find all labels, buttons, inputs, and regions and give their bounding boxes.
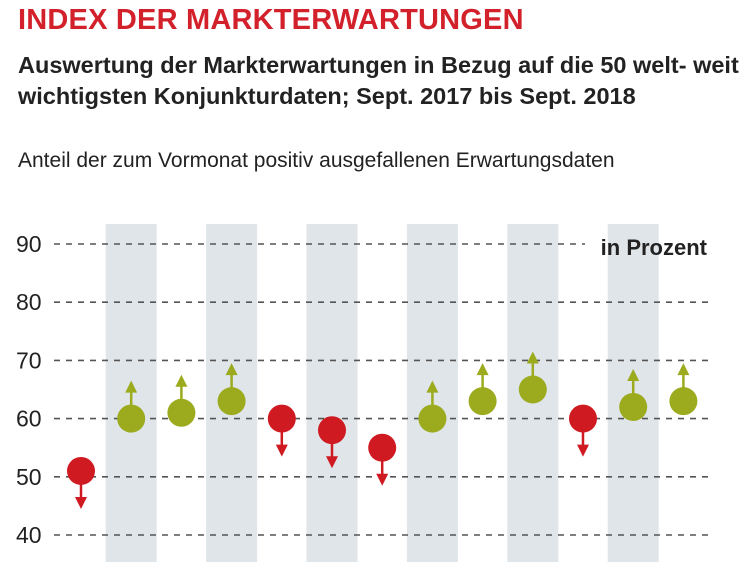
chart-title: INDEX DER MARKTERWARTUNGEN — [18, 4, 524, 36]
up-arrow-icon — [526, 351, 539, 364]
y-tick-label: 80 — [16, 289, 42, 315]
up-arrow-icon — [125, 380, 138, 393]
up-arrow-icon — [677, 363, 690, 376]
y-axis-ticks: 40 50 60 70 80 90 — [16, 231, 42, 548]
y-tick-label: 60 — [16, 406, 42, 432]
down-arrow-icon — [75, 496, 87, 509]
point-marker — [468, 387, 497, 416]
data-point — [217, 363, 246, 416]
unit-label: in Prozent — [601, 235, 708, 260]
up-arrow-icon — [476, 363, 489, 376]
point-marker — [569, 404, 597, 433]
y-tick-label: 70 — [16, 347, 42, 373]
down-arrow-icon — [326, 456, 338, 469]
point-marker — [217, 387, 246, 416]
up-arrow-icon — [426, 380, 439, 393]
point-marker — [518, 375, 547, 404]
point-marker — [167, 398, 196, 427]
y-tick-label: 50 — [16, 464, 42, 490]
column-bands — [105, 224, 659, 562]
data-point — [167, 374, 196, 427]
point-marker — [368, 433, 397, 462]
data-points — [67, 351, 698, 509]
data-point — [117, 380, 146, 433]
data-point — [418, 380, 447, 433]
data-point — [67, 456, 95, 509]
data-point — [267, 404, 296, 457]
down-arrow-icon — [577, 444, 589, 457]
data-point — [518, 351, 547, 404]
chart-subtitle: Auswertung der Markterwartungen in Bezug… — [18, 52, 739, 109]
data-point — [619, 368, 648, 421]
data-point — [669, 363, 698, 416]
point-marker — [619, 392, 648, 421]
data-point — [569, 404, 597, 457]
down-arrow-icon — [275, 444, 288, 457]
data-point — [368, 433, 397, 486]
up-arrow-icon — [175, 374, 188, 387]
point-marker — [669, 387, 698, 416]
point-marker — [267, 404, 296, 433]
down-arrow-icon — [376, 473, 389, 486]
column-band — [306, 224, 358, 562]
data-point — [318, 416, 346, 469]
point-marker — [418, 404, 447, 433]
point-marker — [318, 416, 346, 445]
data-point — [468, 363, 497, 416]
point-marker — [67, 456, 95, 485]
y-tick-label: 90 — [16, 231, 42, 257]
up-arrow-icon — [225, 363, 238, 376]
point-marker — [117, 404, 146, 433]
chart-heading: Anteil der zum Vormonat positiv ausgefal… — [18, 149, 615, 172]
up-arrow-icon — [627, 368, 640, 381]
y-tick-label: 40 — [16, 522, 42, 548]
